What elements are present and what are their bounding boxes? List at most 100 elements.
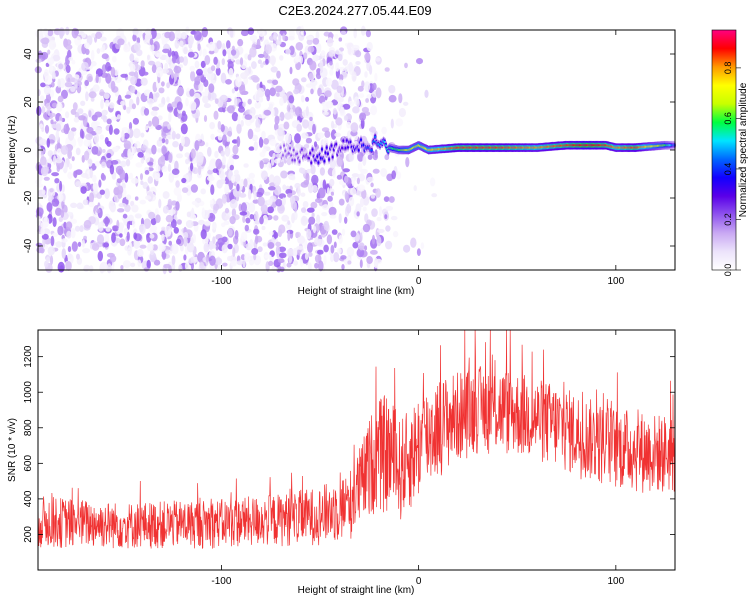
spectrogram-noise-blob — [218, 167, 224, 179]
spectrogram-noise-blob — [183, 232, 189, 239]
spectrogram-noise-blob — [344, 191, 348, 201]
signal-track-core — [331, 155, 334, 159]
spectrogram-noise-blob — [105, 99, 110, 107]
spectrogram-noise-blob — [274, 158, 281, 164]
spectrogram-noise-blob — [209, 244, 217, 249]
spectrogram-noise-blob — [139, 223, 146, 235]
spectrogram-noise-blob — [346, 203, 352, 214]
spectrogram-noise-blob — [368, 127, 376, 133]
spectrogram-noise-blob — [245, 217, 251, 224]
spectrogram-noise-blob — [257, 59, 262, 64]
spectrogram-noise-blob — [317, 87, 322, 97]
spectrogram-noise-blob — [151, 144, 157, 155]
spectrogram-noise-blob — [181, 177, 187, 184]
spectrogram-noise-blob — [146, 259, 151, 269]
spectrogram-noise-blob — [136, 147, 142, 153]
spectrogram-noise-blob — [108, 200, 115, 211]
spectrogram-noise-blob — [171, 130, 176, 140]
spectrogram-noise-blob — [168, 208, 176, 215]
y-tick-label: -20 — [23, 190, 34, 205]
spectrogram-noise-blob — [201, 207, 205, 219]
spectrogram-noise-blob — [238, 106, 245, 113]
spectrogram-noise-blob — [68, 56, 74, 61]
spectrogram-noise-blob — [40, 38, 49, 44]
spectrogram-noise-blob — [357, 184, 366, 192]
spectrogram-noise-blob — [327, 195, 333, 202]
spectrogram-noise-blob — [261, 130, 266, 140]
spectrogram-noise-blob — [57, 95, 64, 103]
spectrogram-noise-blob — [51, 198, 60, 207]
spectrogram-noise-blob — [209, 162, 214, 171]
spectrogram-noise-blob — [380, 168, 388, 177]
spectrogram-noise-blob — [221, 244, 228, 254]
spectrogram-noise-blob — [226, 40, 231, 50]
spectrogram-noise-blob — [311, 185, 318, 193]
spectrogram-noise-blob — [124, 172, 129, 183]
spectrogram-noise-blob — [40, 227, 45, 236]
spectrogram-noise-blob — [162, 205, 169, 214]
spectrogram-noise-blob — [85, 133, 93, 140]
spectrogram-noise-blob — [123, 105, 127, 111]
spectrogram-noise-blob — [109, 164, 115, 175]
spectrogram-noise-blob — [207, 146, 212, 157]
spectrogram-noise-blob — [329, 159, 336, 169]
spectrogram-noise-blob — [348, 61, 353, 72]
spectrogram-noise-blob — [64, 81, 73, 88]
spectrogram-noise-blob — [48, 112, 56, 118]
spectrogram-noise-blob — [65, 44, 73, 50]
spectrogram-noise-blob — [95, 127, 103, 135]
spectrogram-noise-blob — [133, 232, 138, 240]
spectrogram-noise-blob — [300, 168, 306, 175]
spectrogram-noise-blob — [54, 178, 60, 184]
spectrogram-noise-blob — [322, 179, 327, 190]
spectrogram-noise-blob — [244, 114, 253, 120]
spectrogram-noise-blob — [253, 141, 258, 151]
spectrogram-noise-blob — [366, 176, 374, 183]
spectrogram-noise-blob — [395, 118, 404, 127]
spectrogram-noise-blob — [52, 217, 57, 228]
spectrogram-noise-blob — [218, 179, 226, 185]
spectrogram-noise-blob — [312, 54, 320, 62]
spectrogram-noise-blob — [306, 228, 312, 240]
spectrogram-noise-blob — [140, 77, 148, 86]
spectrogram-noise-blob — [97, 250, 104, 262]
spectrogram-noise-blob — [232, 247, 236, 257]
spectrogram-noise-blob — [301, 207, 307, 213]
spectrogram-noise-blob — [364, 245, 368, 251]
spectrogram-noise-blob — [77, 108, 84, 115]
spectrogram-noise-blob — [340, 30, 347, 35]
spectrogram-noise-blob — [330, 191, 334, 196]
spectrogram-noise-blob — [110, 116, 118, 121]
spectrogram-noise-blob — [271, 108, 275, 118]
spectrogram-noise-blob — [231, 56, 234, 62]
signal-track-core — [283, 144, 286, 147]
spectrogram-noise-blob — [94, 111, 103, 118]
spectrogram-noise-blob — [216, 40, 222, 50]
spectrogram-noise-blob — [49, 188, 54, 193]
spectrogram-noise-blob — [157, 148, 162, 153]
spectrogram-noise-blob — [184, 152, 190, 158]
spectrogram-noise-blob — [330, 129, 337, 140]
spectrogram-noise-blob — [171, 168, 180, 175]
spectrogram-noise-blob — [321, 204, 330, 210]
spectrogram-noise-blob — [63, 221, 67, 229]
spectrogram-noise-blob — [173, 186, 182, 196]
spectrogram-noise-blob — [144, 125, 149, 131]
spectrogram-noise-blob — [328, 50, 336, 57]
spectrogram-noise-blob — [263, 191, 271, 196]
spectrogram-noise-blob — [302, 201, 309, 208]
spectrogram-noise-blob — [317, 249, 324, 255]
spectrogram-noise-blob — [147, 54, 150, 60]
spectrogram-noise-blob — [60, 210, 65, 218]
spectrogram-noise-blob — [164, 225, 172, 237]
spectrogram-noise-blob — [264, 254, 272, 259]
spectrogram-noise-blob — [308, 73, 314, 81]
spectrogram-noise-blob — [203, 103, 211, 109]
spectrogram-noise-blob — [231, 175, 236, 184]
spectrogram-noise-blob — [388, 196, 395, 203]
spectrogram-noise-blob — [201, 27, 208, 38]
spectrogram-noise-blob — [122, 213, 128, 219]
spectrogram-noise-blob — [73, 74, 80, 80]
spectrogram-noise-blob — [190, 162, 194, 172]
spectrogram-noise-blob — [158, 137, 162, 142]
